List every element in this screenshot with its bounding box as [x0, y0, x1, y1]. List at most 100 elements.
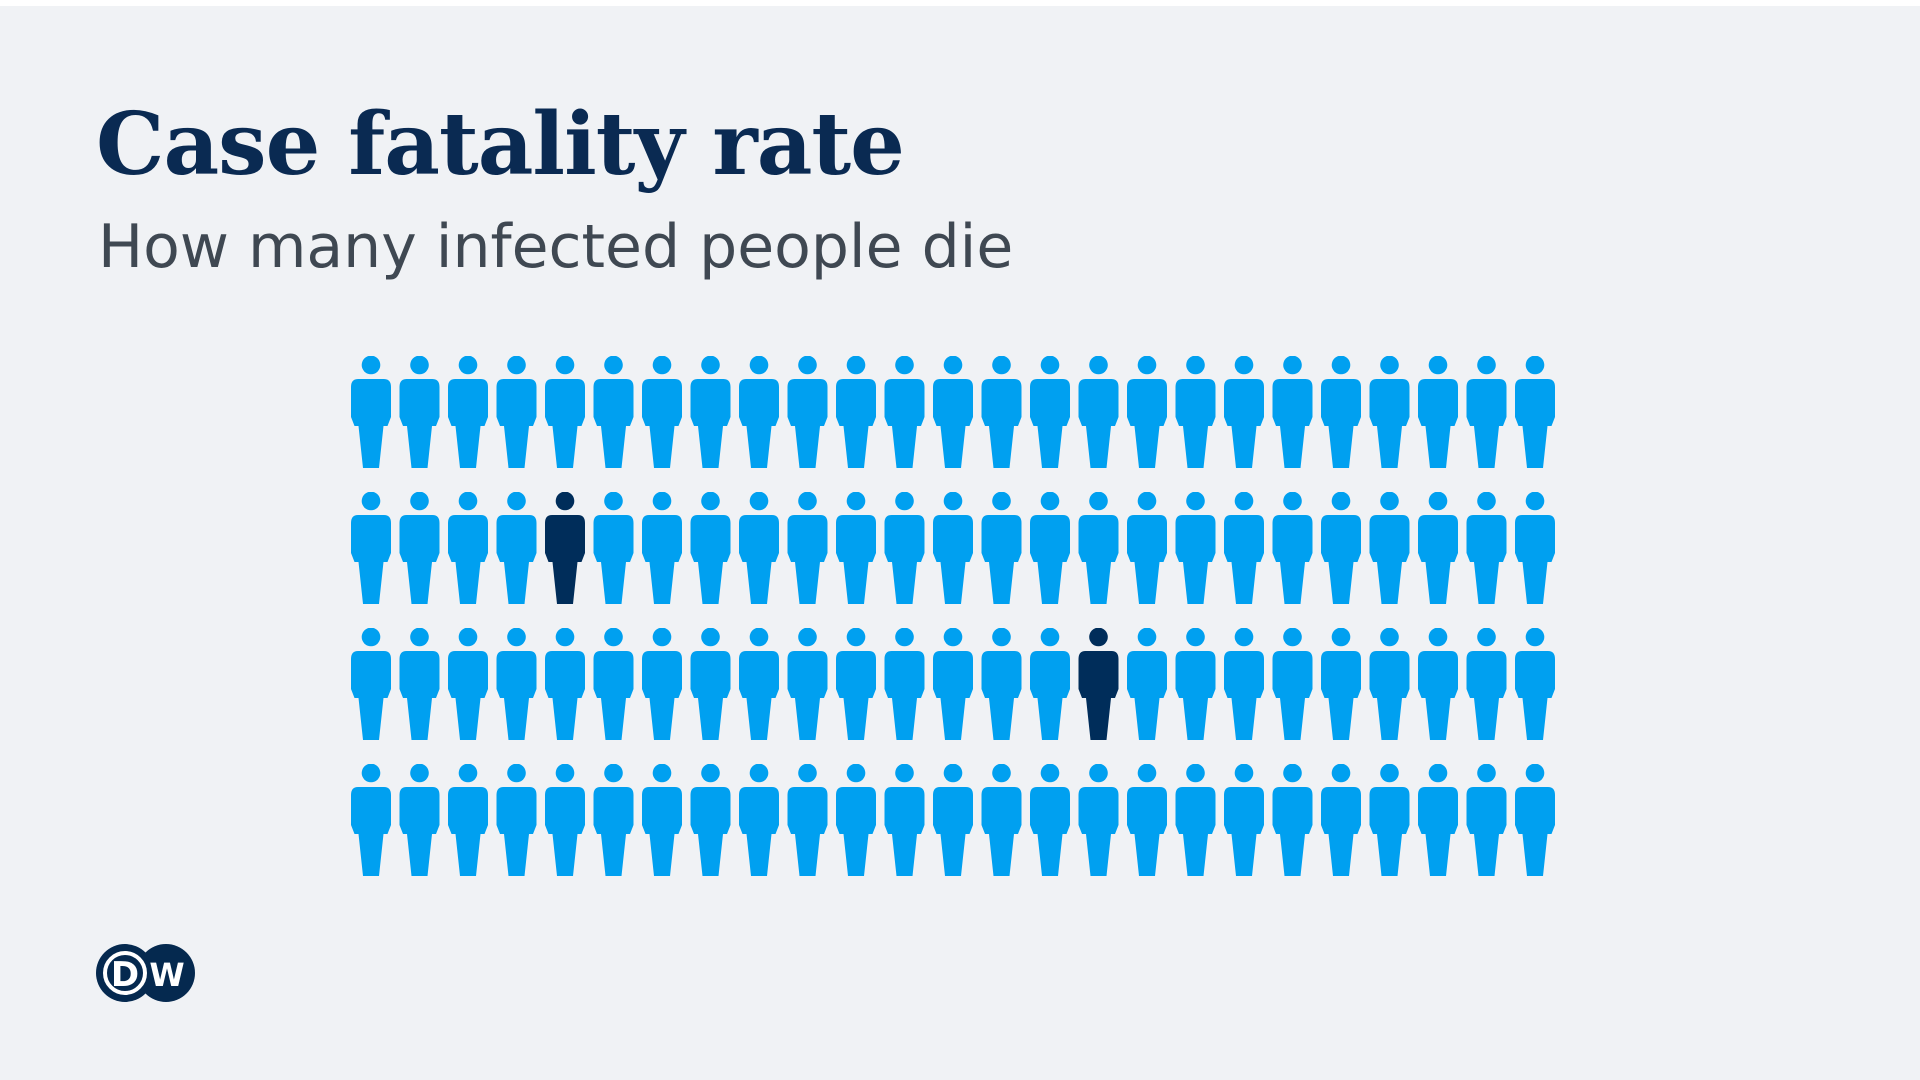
person-icon-survivor	[545, 628, 585, 740]
person-icon-survivor	[836, 356, 876, 468]
person-icon-survivor	[496, 628, 537, 740]
person-icon-survivor	[739, 492, 779, 604]
person-icon-survivor	[1369, 492, 1410, 604]
person-icon-survivor	[1127, 492, 1167, 604]
person-icon-survivor	[1272, 356, 1313, 468]
person-icon-survivor	[836, 628, 876, 740]
person-icon-survivor	[739, 764, 779, 876]
person-icon-survivor	[1175, 764, 1216, 876]
person-icon-survivor	[399, 764, 440, 876]
person-icon-survivor	[642, 628, 682, 740]
person-icon-survivor	[1418, 628, 1458, 740]
person-icon-survivor	[933, 356, 973, 468]
person-icon-survivor	[448, 628, 488, 740]
svg-text:D: D	[111, 955, 139, 995]
dw-logo: D W	[96, 944, 195, 1002]
pictogram-chart	[351, 356, 1555, 876]
person-icon-survivor	[1369, 628, 1410, 740]
person-icon-survivor	[933, 492, 973, 604]
person-icon-survivor	[981, 492, 1022, 604]
person-icon-survivor	[1127, 764, 1167, 876]
person-icon-survivor	[690, 628, 731, 740]
person-icon-survivor	[1224, 492, 1264, 604]
person-icon-survivor	[1418, 764, 1458, 876]
person-icon-survivor	[836, 764, 876, 876]
person-icon-survivor	[933, 764, 973, 876]
person-icon-survivor	[690, 356, 731, 468]
person-icon-survivor	[593, 764, 634, 876]
person-icon-survivor	[1175, 492, 1216, 604]
person-icon-survivor	[884, 356, 925, 468]
person-icon-survivor	[1272, 764, 1313, 876]
person-icon-survivor	[1030, 492, 1070, 604]
person-icon-survivor	[787, 492, 828, 604]
person-icon-survivor	[351, 628, 391, 740]
person-icon-survivor	[1030, 356, 1070, 468]
chart-title: Case fatality rate	[96, 94, 905, 195]
person-icon-survivor	[1030, 628, 1070, 740]
person-icon-survivor	[1418, 356, 1458, 468]
person-icon-survivor	[593, 356, 634, 468]
person-icon-survivor	[884, 492, 925, 604]
svg-text:W: W	[149, 956, 184, 994]
person-icon-survivor	[836, 492, 876, 604]
person-icon-survivor	[1321, 628, 1361, 740]
people-grid	[351, 356, 1555, 876]
person-icon-survivor	[1321, 492, 1361, 604]
person-icon-survivor	[1515, 764, 1555, 876]
person-icon-survivor	[787, 356, 828, 468]
person-icon-death	[545, 492, 585, 604]
person-icon-survivor	[448, 492, 488, 604]
person-icon-survivor	[1127, 356, 1167, 468]
person-icon-survivor	[399, 356, 440, 468]
person-icon-survivor	[545, 764, 585, 876]
person-icon-survivor	[1515, 628, 1555, 740]
person-icon-survivor	[1466, 492, 1507, 604]
person-icon-survivor	[496, 492, 537, 604]
person-icon-survivor	[593, 628, 634, 740]
person-icon-survivor	[1515, 356, 1555, 468]
person-icon-survivor	[448, 764, 488, 876]
person-icon-survivor	[884, 628, 925, 740]
person-icon-survivor	[1224, 628, 1264, 740]
person-icon-survivor	[399, 628, 440, 740]
person-icon-survivor	[787, 628, 828, 740]
person-icon-survivor	[1224, 764, 1264, 876]
person-icon-survivor	[739, 356, 779, 468]
person-icon-survivor	[1175, 628, 1216, 740]
person-icon-survivor	[690, 492, 731, 604]
infographic-canvas: Case fatality rate How many infected peo…	[0, 6, 1920, 1080]
person-icon-survivor	[1030, 764, 1070, 876]
person-icon-survivor	[448, 356, 488, 468]
person-icon-survivor	[1272, 628, 1313, 740]
person-icon-survivor	[1078, 492, 1119, 604]
person-icon-survivor	[933, 628, 973, 740]
person-icon-survivor	[545, 356, 585, 468]
person-icon-survivor	[1272, 492, 1313, 604]
person-icon-survivor	[1078, 764, 1119, 876]
person-icon-survivor	[1175, 356, 1216, 468]
person-icon-survivor	[593, 492, 634, 604]
person-icon-survivor	[351, 764, 391, 876]
person-icon-survivor	[1321, 764, 1361, 876]
person-icon-survivor	[981, 356, 1022, 468]
person-icon-survivor	[739, 628, 779, 740]
person-icon-survivor	[1515, 492, 1555, 604]
person-icon-survivor	[1369, 764, 1410, 876]
person-icon-survivor	[787, 764, 828, 876]
person-icon-survivor	[351, 356, 391, 468]
person-icon-survivor	[642, 492, 682, 604]
person-icon-survivor	[1418, 492, 1458, 604]
person-icon-survivor	[642, 356, 682, 468]
person-icon-survivor	[1321, 356, 1361, 468]
person-icon-survivor	[1466, 356, 1507, 468]
person-icon-survivor	[690, 764, 731, 876]
person-icon-survivor	[1369, 356, 1410, 468]
person-icon-survivor	[642, 764, 682, 876]
person-icon-survivor	[1078, 356, 1119, 468]
chart-subtitle: How many infected people die	[98, 212, 1014, 282]
person-icon-survivor	[399, 492, 440, 604]
person-icon-survivor	[1127, 628, 1167, 740]
person-icon-survivor	[1224, 356, 1264, 468]
person-icon-survivor	[1466, 764, 1507, 876]
